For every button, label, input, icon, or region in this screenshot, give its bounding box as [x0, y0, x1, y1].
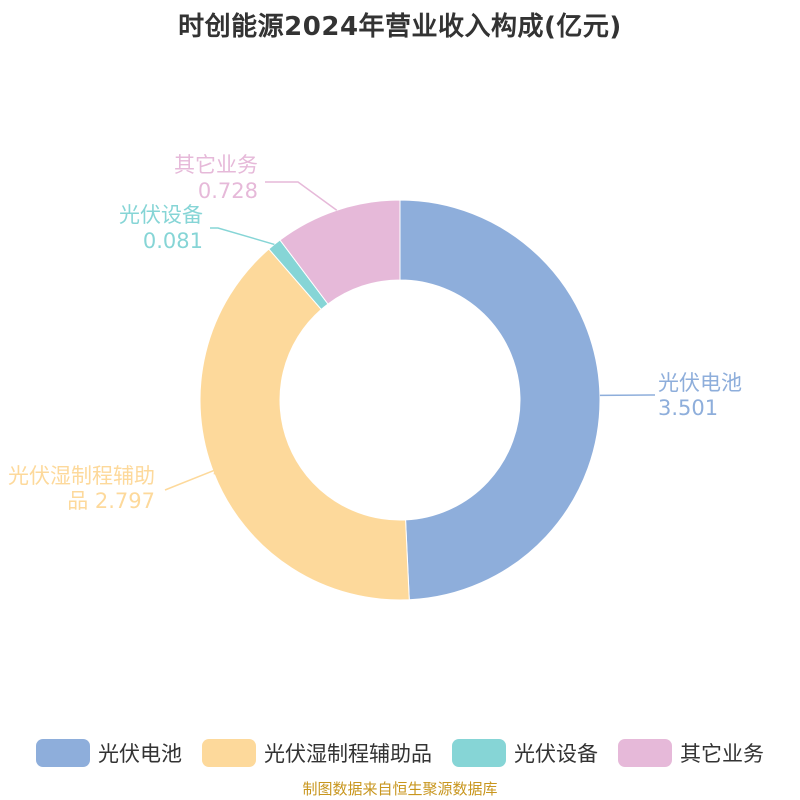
legend: 光伏电池 光伏湿制程辅助品 光伏设备 其它业务 — [0, 738, 800, 768]
data-label-name-pv-wet-process: 光伏湿制程辅助 — [8, 464, 155, 488]
legend-item-pv-cell[interactable]: 光伏电池 — [36, 738, 182, 768]
data-label-name-pv-equipment: 光伏设备 — [119, 203, 203, 227]
data-label-value-other-business: 0.728 — [198, 179, 258, 203]
slice-other-business[interactable] — [279, 199, 401, 305]
legend-item-pv-wet-process[interactable]: 光伏湿制程辅助品 — [202, 738, 432, 768]
legend-swatch — [202, 739, 256, 767]
legend-swatch — [452, 739, 506, 767]
legend-label: 光伏电池 — [98, 742, 182, 766]
legend-item-pv-equipment[interactable]: 光伏设备 — [452, 738, 598, 768]
legend-label: 光伏设备 — [514, 742, 598, 766]
source-note: 制图数据来自恒生聚源数据库 — [302, 780, 498, 798]
legend-swatch — [618, 739, 672, 767]
leader-line-pv-wet-process — [164, 468, 216, 491]
chart-title: 时创能源2024年营业收入构成(亿元) — [178, 12, 622, 42]
data-label-value-pv-wet-process: 品 2.797 — [67, 489, 155, 513]
data-label-value-pv-cell: 3.501 — [658, 396, 718, 420]
slice-pv-wet-process[interactable] — [199, 248, 410, 601]
legend-label: 其它业务 — [680, 742, 764, 766]
leader-line-pv-equipment — [210, 227, 275, 246]
slice-pv-cell[interactable] — [399, 199, 601, 601]
leader-line-other-business — [265, 181, 338, 211]
legend-item-other-business[interactable]: 其它业务 — [618, 738, 764, 768]
data-label-name-pv-cell: 光伏电池 — [658, 371, 742, 395]
slices-group — [199, 199, 601, 601]
data-label-value-pv-equipment: 0.081 — [143, 229, 203, 253]
legend-swatch — [36, 739, 90, 767]
legend-label: 光伏湿制程辅助品 — [264, 742, 432, 766]
data-label-name-other-business: 其它业务 — [174, 153, 258, 177]
